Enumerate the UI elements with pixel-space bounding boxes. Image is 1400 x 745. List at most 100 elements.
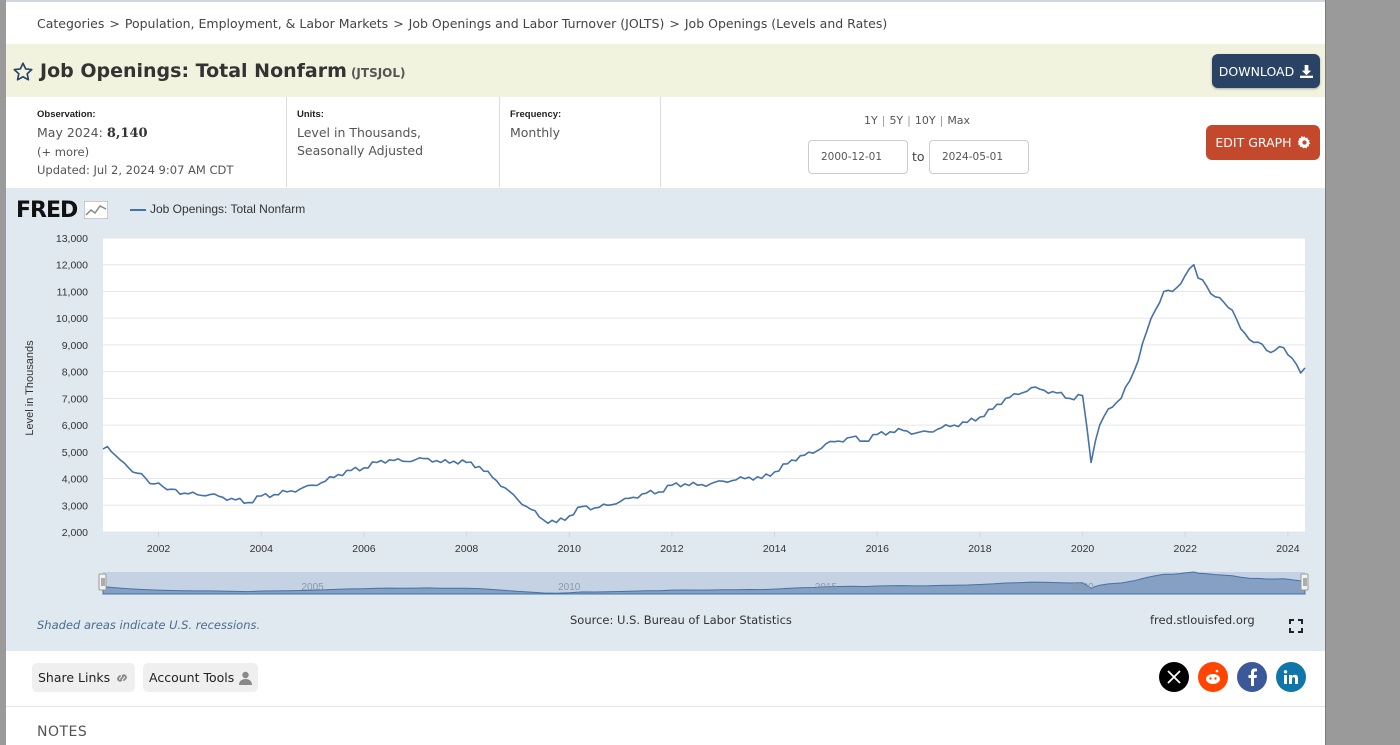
facebook-icon[interactable] bbox=[1237, 662, 1267, 692]
breadcrumb-jolts[interactable]: Job Openings and Labor Turnover (JOLTS) bbox=[408, 16, 665, 31]
x-tick-label: 2022 bbox=[1174, 543, 1198, 555]
range-5y[interactable]: 5Y bbox=[889, 114, 904, 127]
share-links-button[interactable]: Share Links bbox=[32, 663, 136, 692]
fred-logo-text: FRED bbox=[16, 198, 78, 223]
range-separator: | bbox=[907, 114, 911, 127]
y-tick-label: 10,000 bbox=[56, 313, 88, 325]
plot-background bbox=[103, 238, 1305, 532]
reddit-icon[interactable] bbox=[1198, 662, 1228, 692]
job-openings-line bbox=[102, 263, 1306, 525]
share-links-label: Share Links bbox=[38, 670, 111, 685]
series-title-bar: Job Openings: Total Nonfarm (JTSJOL) DOWN… bbox=[6, 44, 1325, 97]
x-tick-label: 2020 bbox=[1071, 543, 1095, 555]
y-tick-label: 5,000 bbox=[62, 447, 88, 459]
observation-block: Observation: May 2024: 8,140 (+ more) Up… bbox=[37, 97, 287, 187]
units-label: Units: bbox=[297, 109, 324, 120]
breadcrumb-separator: > bbox=[393, 16, 404, 31]
range-1y[interactable]: 1Y bbox=[864, 114, 878, 127]
breadcrumb-categories[interactable]: Categories bbox=[37, 16, 105, 31]
download-icon bbox=[1300, 64, 1314, 78]
range-max[interactable]: Max bbox=[947, 114, 971, 127]
y-tick-label: 13,000 bbox=[56, 233, 88, 245]
fred-chart-icon bbox=[83, 200, 109, 220]
fred-logo[interactable]: FRED bbox=[16, 198, 109, 223]
site-note[interactable]: fred.stlouisfed.org bbox=[1150, 613, 1255, 627]
units-line2: Seasonally Adjusted bbox=[297, 143, 424, 158]
gridlines bbox=[103, 237, 1305, 533]
x-tick-label: 2002 bbox=[147, 543, 171, 555]
facebook-glyph-icon bbox=[1248, 668, 1257, 686]
reddit-glyph-icon bbox=[1206, 669, 1220, 684]
y-tick-label: 3,000 bbox=[62, 500, 88, 512]
y-tick-label: 7,000 bbox=[62, 393, 88, 405]
linkedin-icon[interactable] bbox=[1276, 662, 1306, 692]
to-label: to bbox=[912, 149, 925, 164]
y-axis: 2,000 3,000 4,000 5,000 6,000 7,000 8,000 9,000… bbox=[56, 233, 88, 539]
navigator-label: 2015 bbox=[815, 582, 838, 593]
x-axis: 2002 2004 2006 2008 2010 2012 2014 2016 2018 2020… bbox=[147, 532, 1300, 555]
more-link[interactable]: (+ more) bbox=[37, 145, 90, 159]
y-tick-label: 11,000 bbox=[57, 286, 88, 298]
navigator-label: 2010 bbox=[558, 582, 581, 593]
x-tick-label: 2004 bbox=[250, 543, 274, 555]
x-tick-label: 2012 bbox=[660, 543, 684, 555]
fullscreen-icon[interactable] bbox=[1289, 619, 1303, 633]
account-tools-label: Account Tools bbox=[149, 670, 235, 685]
series-title-text: Job Openings: Total Nonfarm bbox=[40, 60, 347, 82]
breadcrumb: Categories > Population, Employment, & Lab… bbox=[37, 16, 887, 31]
gear-icon bbox=[1297, 136, 1310, 149]
star-icon[interactable] bbox=[12, 61, 34, 83]
breadcrumb-separator: > bbox=[669, 16, 680, 31]
range-navigator[interactable]: 2005 2010 2015 2020 bbox=[98, 571, 1309, 595]
legend-label: Job Openings: Total Nonfarm bbox=[150, 202, 306, 216]
units-block: Units: Level in Thousands, Seasonally Ad… bbox=[287, 97, 500, 187]
range-separator: | bbox=[939, 114, 944, 127]
x-tick-label: 2006 bbox=[352, 543, 376, 555]
series-line bbox=[102, 263, 1306, 525]
notes-heading: NOTES bbox=[37, 724, 88, 740]
x-tick-label: 2008 bbox=[455, 543, 479, 555]
edit-graph-label: EDIT GRAPH bbox=[1215, 135, 1292, 150]
navigator-label: 2005 bbox=[301, 582, 324, 593]
breadcrumb-population[interactable]: Population, Employment, & Labor Markets bbox=[124, 16, 389, 31]
range-10y[interactable]: 10Y bbox=[914, 114, 936, 127]
linkedin-glyph-icon bbox=[1283, 670, 1298, 684]
breadcrumb-separator: > bbox=[109, 16, 120, 31]
series-title: Job Openings: Total Nonfarm (JTSJOL) bbox=[40, 60, 406, 82]
breadcrumb-job-openings[interactable]: Job Openings (Levels and Rates) bbox=[684, 16, 888, 31]
download-label: DOWNLOAD bbox=[1218, 63, 1295, 79]
x-glyph-icon bbox=[1167, 670, 1181, 684]
y-tick-label: 6,000 bbox=[62, 420, 88, 432]
range-selector: 1Y | 5Y | 10Y | Max bbox=[864, 114, 970, 127]
chart-legend: Job Openings: Total Nonfarm bbox=[130, 202, 305, 216]
observation-date: May 2024: bbox=[37, 125, 103, 140]
x-tick-label: 2024 bbox=[1276, 543, 1300, 555]
link-icon bbox=[117, 673, 127, 682]
x-tick-label: 2010 bbox=[558, 543, 582, 555]
download-button[interactable]: DOWNLOAD bbox=[1212, 54, 1320, 88]
window-gutter bbox=[1325, 0, 1400, 745]
y-tick-label: 4,000 bbox=[62, 474, 88, 486]
range-separator: | bbox=[881, 114, 886, 127]
units-line1: Level in Thousands, bbox=[297, 125, 421, 140]
observation-label: Observation: bbox=[37, 109, 96, 120]
frequency-block: Frequency: Monthly bbox=[500, 97, 661, 187]
y-tick-label: 2,000 bbox=[62, 527, 88, 539]
recession-note: Shaded areas indicate U.S. recessions. bbox=[37, 618, 261, 632]
frequency-value: Monthly bbox=[510, 125, 561, 140]
start-date-input[interactable]: 2000-12-01 bbox=[808, 140, 908, 174]
observation-value: 8,140 bbox=[106, 126, 148, 141]
x-tick-label: 2014 bbox=[763, 543, 787, 555]
source-note: Source: U.S. Bureau of Labor Statistics bbox=[570, 613, 792, 627]
x-twitter-icon[interactable] bbox=[1159, 662, 1189, 692]
fred-page: Categories > Population, Employment, & Lab… bbox=[6, 0, 1325, 745]
edit-graph-button[interactable]: EDIT GRAPH bbox=[1206, 125, 1320, 160]
x-tick-label: 2016 bbox=[866, 543, 890, 555]
end-date-input[interactable]: 2024-05-01 bbox=[929, 140, 1029, 174]
y-tick-label: 9,000 bbox=[62, 340, 88, 352]
user-icon bbox=[239, 671, 253, 685]
account-tools-button[interactable]: Account Tools bbox=[143, 663, 259, 692]
observation-line: May 2024: 8,140 bbox=[37, 124, 286, 143]
chart-svg: 2,000 3,000 4,000 5,000 6,000 7,000 8,000 9,000… bbox=[24, 233, 1309, 595]
navigator-label: 2020 bbox=[1071, 582, 1094, 593]
